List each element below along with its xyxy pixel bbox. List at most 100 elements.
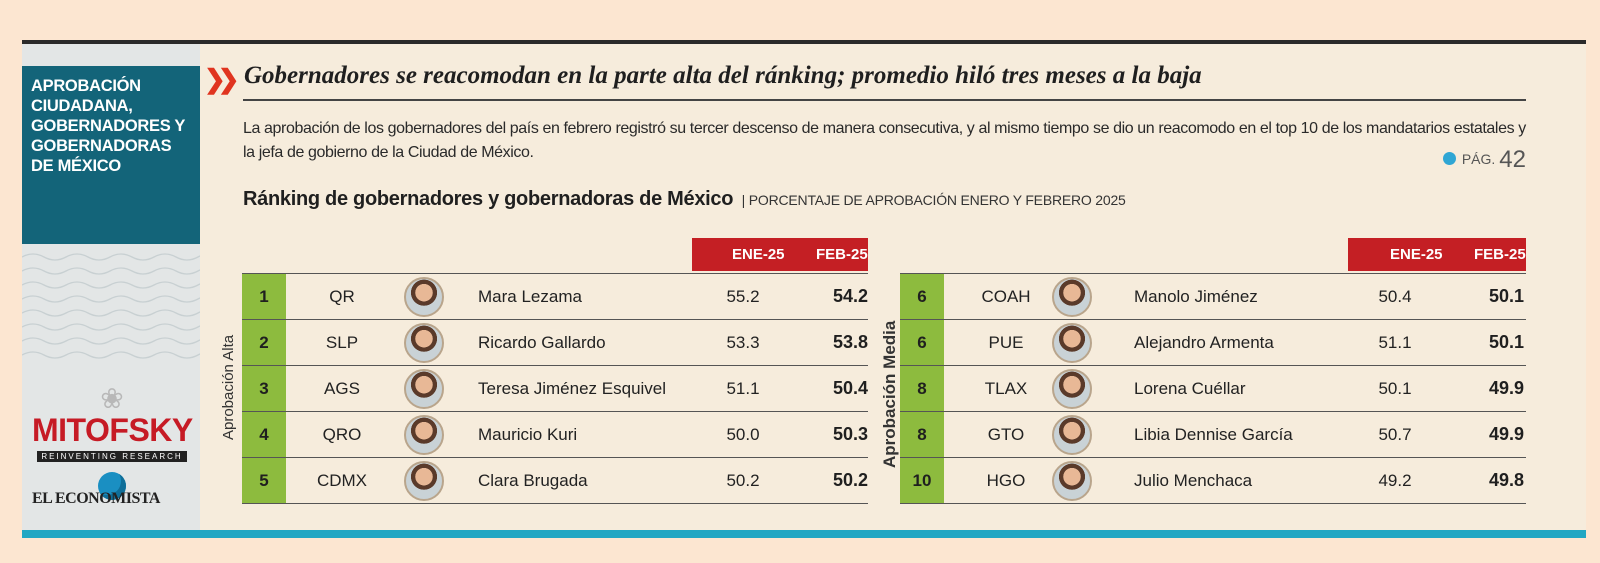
state-cell: AGS bbox=[324, 379, 360, 398]
table-row: 6 COAH Manolo Jiménez 50.4 50.1 bbox=[900, 273, 1526, 319]
table-row: 6 PUE Alejandro Armenta 51.1 50.1 bbox=[900, 319, 1526, 365]
governor-name: Mauricio Kuri bbox=[478, 425, 578, 444]
governor-photo bbox=[404, 323, 444, 363]
rank-cell: 5 bbox=[242, 458, 286, 503]
rank-cell: 4 bbox=[242, 412, 286, 457]
governor-photo bbox=[1052, 415, 1092, 455]
governor-name: Teresa Jiménez Esquivel bbox=[478, 379, 667, 398]
feb-value: 50.1 bbox=[1488, 332, 1524, 352]
feb-value: 49.9 bbox=[1488, 424, 1524, 444]
table-row: 5 CDMX Clara Brugada 50.2 50.2 bbox=[242, 457, 868, 504]
state-cell: CDMX bbox=[316, 471, 368, 490]
state-cell: TLAX bbox=[984, 379, 1028, 398]
table-row: 4 QRO Mauricio Kuri 50.0 50.3 bbox=[242, 411, 868, 457]
state-cell: COAH bbox=[981, 287, 1031, 306]
governor-photo bbox=[404, 415, 444, 455]
bottom-rule bbox=[22, 530, 1586, 538]
state-cell: GTO bbox=[987, 425, 1025, 444]
headline-block: ❯❯ Gobernadores se reacomodan en la part… bbox=[204, 62, 1534, 102]
col-feb: FEB-25 bbox=[816, 246, 868, 263]
table-row: 8 TLAX Lorena Cuéllar 50.1 49.9 bbox=[900, 365, 1526, 411]
table-header: ENE-25 FEB-25 bbox=[692, 238, 868, 271]
governor-name: Alejandro Armenta bbox=[1134, 333, 1274, 352]
mitofsky-tagline: REINVENTING RESEARCH bbox=[37, 451, 187, 462]
ene-value: 49.2 bbox=[1378, 471, 1412, 490]
wave-pattern-icon bbox=[22, 253, 200, 359]
mitofsky-wordmark: MITOFSKY bbox=[32, 412, 193, 448]
sidebar: APROBACIÓN CIUDADANA, GOBERNADORES Y GOB… bbox=[22, 44, 200, 530]
ene-value: 50.7 bbox=[1378, 425, 1412, 444]
ene-value: 51.1 bbox=[726, 379, 760, 398]
governor-name: Manolo Jiménez bbox=[1134, 287, 1258, 306]
page-label: PÁG. bbox=[1461, 151, 1496, 167]
rank-cell: 2 bbox=[242, 320, 286, 365]
group-label-media: Aprobación Media bbox=[880, 320, 899, 468]
col-ene: ENE-25 bbox=[1390, 246, 1443, 263]
table-subtitle: | PORCENTAJE DE APROBACIÓN ENERO Y FEBRE… bbox=[741, 192, 1126, 208]
page-reference[interactable]: PÁG. 42 bbox=[1442, 146, 1526, 174]
globe-icon bbox=[98, 472, 126, 500]
table-heading: Ránking de gobernadores y gobernadoras d… bbox=[243, 188, 1126, 211]
rank-cell: 8 bbox=[900, 366, 944, 411]
feb-value: 50.1 bbox=[1488, 286, 1524, 306]
state-cell: HGO bbox=[986, 471, 1026, 490]
feb-value: 54.2 bbox=[832, 286, 868, 306]
state-cell: SLP bbox=[325, 333, 359, 352]
mitofsky-logo: ❀ MITOFSKY REINVENTING RESEARCH bbox=[32, 383, 193, 464]
ene-value: 50.1 bbox=[1378, 379, 1412, 398]
rank-cell: 1 bbox=[242, 274, 286, 319]
governor-photo bbox=[1052, 277, 1092, 317]
double-chevron-icon: ❯❯ bbox=[204, 64, 239, 94]
section-title: APROBACIÓN CIUDADANA, GOBERNADORES Y GOB… bbox=[31, 77, 185, 175]
state-cell: QR bbox=[329, 287, 355, 306]
governor-name: Julio Menchaca bbox=[1134, 471, 1253, 490]
governor-photo bbox=[404, 277, 444, 317]
bird-icon: ❀ bbox=[100, 383, 124, 414]
table-row: 1 QR Mara Lezama 55.2 54.2 bbox=[242, 273, 868, 319]
group-label-alta: Aprobación Alta bbox=[220, 334, 237, 440]
ene-value: 53.3 bbox=[726, 333, 760, 352]
col-ene: ENE-25 bbox=[732, 246, 785, 263]
governor-name: Clara Brugada bbox=[478, 471, 588, 490]
feb-value: 53.8 bbox=[832, 332, 868, 352]
feb-value: 50.4 bbox=[832, 378, 868, 398]
el-economista-wordmark: EL ECONOMISTA bbox=[32, 490, 160, 507]
governor-photo bbox=[1052, 323, 1092, 363]
ene-value: 50.4 bbox=[1378, 287, 1412, 306]
feb-value: 49.9 bbox=[1488, 378, 1524, 398]
governor-photo bbox=[1052, 369, 1092, 409]
top-rule bbox=[22, 40, 1586, 44]
table-title: Ránking de gobernadores y gobernadoras d… bbox=[243, 188, 734, 210]
col-feb: FEB-25 bbox=[1474, 246, 1526, 263]
rank-cell: 6 bbox=[900, 320, 944, 365]
summary-text: La aprobación de los gobernadores del pa… bbox=[243, 120, 1526, 161]
feb-value: 49.8 bbox=[1488, 470, 1524, 490]
governor-name: Lorena Cuéllar bbox=[1134, 379, 1246, 398]
state-cell: PUE bbox=[988, 333, 1024, 352]
section-title-box: APROBACIÓN CIUDADANA, GOBERNADORES Y GOB… bbox=[22, 66, 200, 244]
headline-rule bbox=[243, 99, 1526, 101]
feb-value: 50.2 bbox=[832, 470, 868, 490]
governor-photo bbox=[1052, 461, 1092, 501]
governor-name: Libia Dennise García bbox=[1134, 425, 1293, 444]
governor-name: Ricardo Gallardo bbox=[478, 333, 606, 352]
ene-value: 50.0 bbox=[726, 425, 760, 444]
page-number: 42 bbox=[1499, 146, 1526, 173]
ene-value: 50.2 bbox=[726, 471, 760, 490]
feb-value: 50.3 bbox=[832, 424, 868, 444]
governor-photo bbox=[404, 461, 444, 501]
rank-cell: 3 bbox=[242, 366, 286, 411]
table-row: 8 GTO Libia Dennise García 50.7 49.9 bbox=[900, 411, 1526, 457]
ene-value: 51.1 bbox=[1378, 333, 1412, 352]
bullet-icon bbox=[1442, 152, 1456, 165]
rank-cell: 8 bbox=[900, 412, 944, 457]
table-row: 2 SLP Ricardo Gallardo 53.3 53.8 bbox=[242, 319, 868, 365]
ene-value: 55.2 bbox=[726, 287, 760, 306]
headline: Gobernadores se reacomodan en la parte a… bbox=[244, 62, 1202, 89]
table-row: 3 AGS Teresa Jiménez Esquivel 51.1 50.4 bbox=[242, 365, 868, 411]
rank-cell: 10 bbox=[900, 458, 944, 503]
governor-photo bbox=[404, 369, 444, 409]
state-cell: QRO bbox=[322, 425, 362, 444]
table-row: 10 HGO Julio Menchaca 49.2 49.8 bbox=[900, 457, 1526, 504]
rank-cell: 6 bbox=[900, 274, 944, 319]
